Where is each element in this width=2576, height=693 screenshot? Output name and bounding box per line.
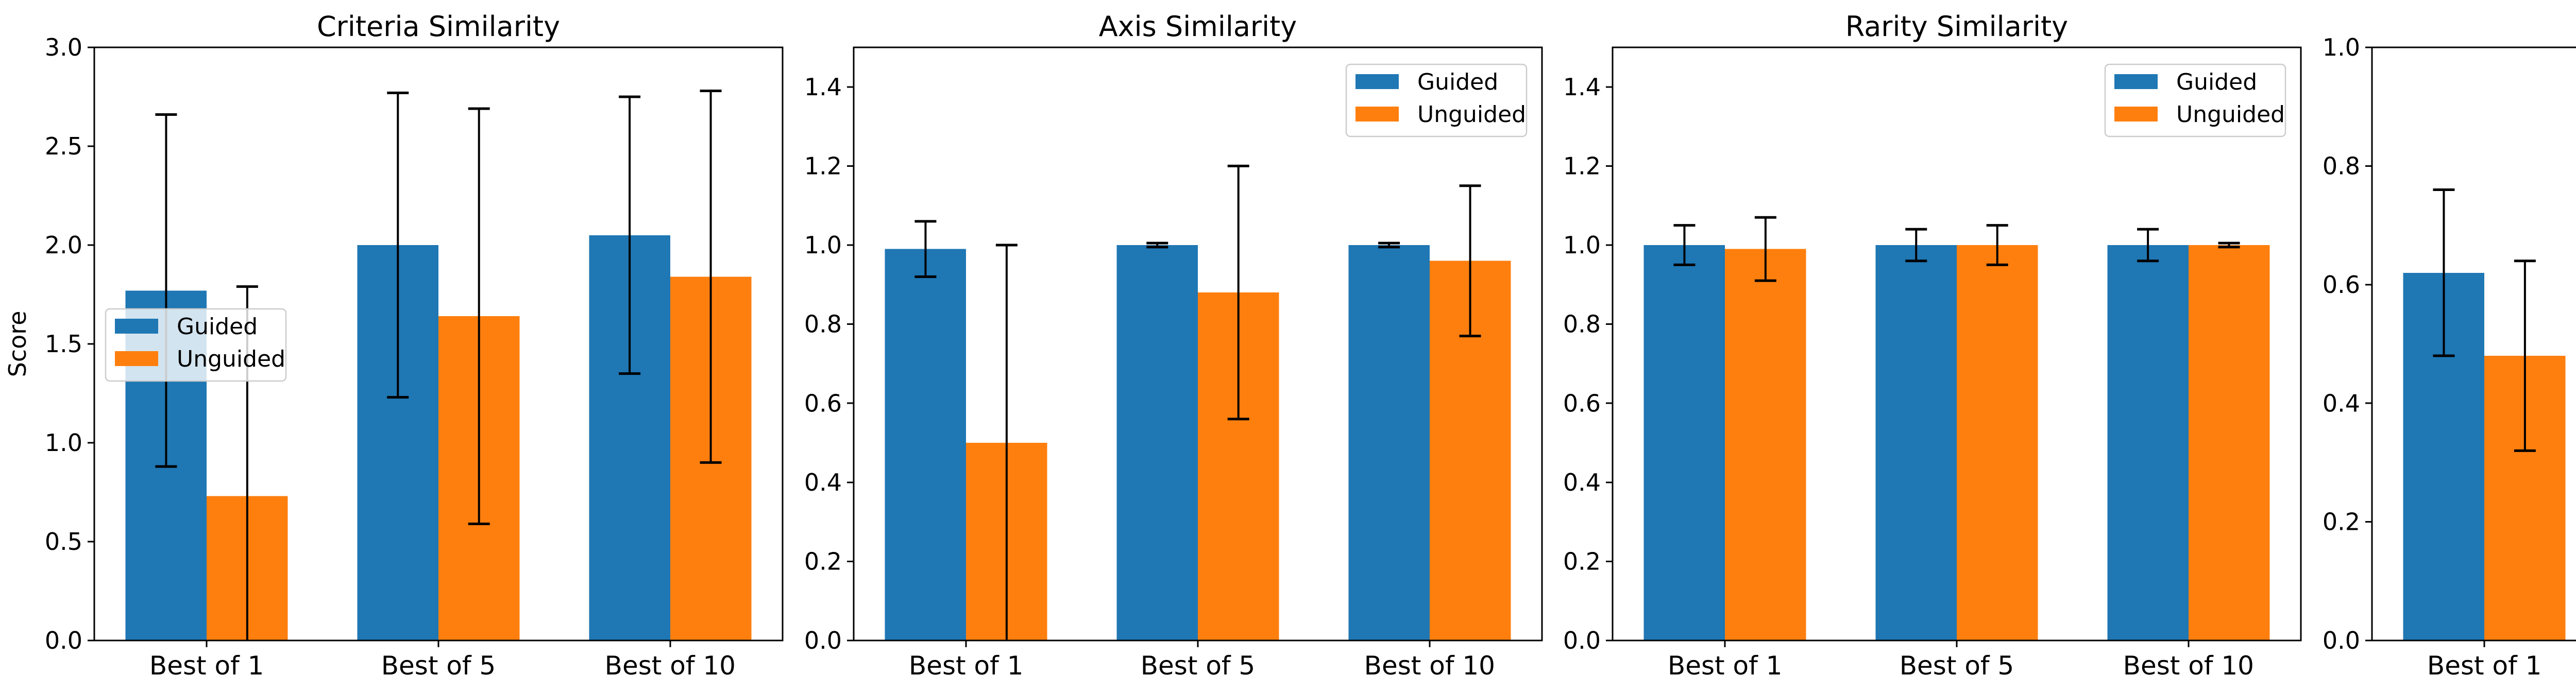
y-tick-label: 1.4: [804, 73, 842, 101]
errorbar-unguided-best-of-1: [2514, 259, 2536, 452]
x-tick-label-best-of-10: Best of 10: [1364, 651, 1495, 681]
legend-label-guided: Guided: [177, 314, 258, 340]
errorbar-guided-best-of-1: [1673, 224, 1696, 266]
errorbar-guided-best-of-1: [155, 113, 177, 468]
y-tick-label: 0.4: [2323, 389, 2360, 417]
errorbar-unguided-best-of-1: [995, 244, 1018, 640]
y-tick-label: 0.4: [1563, 469, 1601, 496]
legend-label-unguided: Unguided: [1417, 101, 1526, 128]
panel-title: Axis Similarity: [1099, 10, 1297, 43]
errorbar-unguided-best-of-10: [700, 89, 722, 464]
y-axis-label: Score: [4, 311, 31, 377]
legend-swatch-guided: [2114, 74, 2158, 89]
errorbar-guided-best-of-5: [1905, 228, 1927, 263]
bar-unguided-best-of-10: [2188, 245, 2270, 640]
y-tick-label: 1.0: [804, 231, 842, 259]
y-tick-label: 0.8: [2323, 152, 2360, 180]
legend-label-guided: Guided: [1417, 69, 1498, 95]
panel-title: Criteria Similarity: [317, 10, 560, 43]
y-tick-label: 1.4: [1563, 73, 1601, 101]
errorbar-guided-best-of-5: [387, 91, 409, 399]
errorbar-guided-best-of-5: [1146, 241, 1168, 249]
bar-unguided-best-of-5: [1957, 245, 2038, 640]
x-tick-label-best-of-10: Best of 10: [2123, 651, 2254, 681]
y-tick-label: 1.0: [1563, 231, 1601, 259]
legend: Guided Unguided: [2104, 63, 2286, 137]
bar-guided-best-of-1: [885, 249, 967, 640]
x-tick-label-best-of-1: Best of 1: [909, 651, 1024, 681]
y-tick-label: 1.5: [45, 330, 82, 358]
bar-guided-best-of-10: [2107, 245, 2189, 640]
bar-guided-best-of-5: [1116, 245, 1198, 640]
bar-guided-best-of-10: [1348, 245, 1430, 640]
y-tick-label: 0.5: [45, 528, 82, 556]
panel-axis-similarity: 0.0 0.2 0.4 0.6 0.8 1.0 1.2 1.4 Best of 1 Best of…: [804, 10, 1543, 681]
legend-label-unguided: Unguided: [2176, 101, 2285, 128]
legend-swatch-unguided: [2114, 107, 2158, 122]
panel-rarity-similarity: 0.0 0.2 0.4 0.6 0.8 1.0 1.2 1.4 Best of 1 Best of…: [1563, 10, 2302, 681]
y-tick-label: 1.0: [2323, 33, 2360, 61]
y-tick-label: 0.8: [1563, 310, 1601, 338]
axes-frame: [2371, 46, 2576, 642]
legend-label-guided: Guided: [2176, 69, 2257, 95]
y-tick-label: 0.2: [1563, 548, 1601, 576]
errorbar-guided-best-of-1: [2433, 188, 2455, 357]
y-tick-label: 2.0: [45, 231, 82, 259]
bar-guided-best-of-1: [1643, 245, 1725, 640]
y-tick-label: 0.2: [2323, 508, 2360, 536]
y-tick-label: 3.0: [45, 33, 82, 61]
y-tick-label: 1.0: [45, 429, 82, 457]
errorbar-unguided-best-of-5: [1227, 164, 1249, 421]
y-tick-label: 0.6: [1563, 389, 1601, 417]
legend-label-unguided: Unguided: [177, 346, 285, 372]
x-tick-label-best-of-5: Best of 5: [1900, 651, 2014, 681]
errorbar-guided-best-of-10: [619, 95, 641, 375]
legend-swatch-unguided: [115, 351, 158, 366]
x-tick-label-best-of-10: Best of 10: [605, 651, 736, 681]
y-tick-label: 2.5: [45, 132, 82, 160]
x-tick-label-best-of-1: Best of 1: [149, 651, 264, 681]
errorbar-unguided-best-of-10: [2218, 241, 2240, 249]
y-tick-label: 0.6: [2323, 271, 2360, 299]
y-tick-label: 0.0: [45, 627, 82, 654]
legend: Guided Unguided: [105, 308, 287, 382]
y-tick-label: 1.2: [1563, 152, 1601, 180]
errorbar-unguided-best-of-10: [1459, 184, 1481, 338]
legend: Guided Unguided: [1345, 63, 1528, 137]
y-tick-label: 0.2: [804, 548, 842, 576]
y-tick-label: 0.4: [804, 469, 842, 496]
legend-swatch-unguided: [1355, 107, 1399, 122]
y-tick-label: 0.6: [804, 389, 842, 417]
errorbar-guided-best-of-10: [1378, 241, 1400, 249]
x-tick-label-best-of-5: Best of 5: [381, 651, 496, 681]
x-tick-label-best-of-1: Best of 1: [2427, 651, 2542, 681]
errorbar-unguided-best-of-1: [1754, 216, 1776, 282]
legend-swatch-guided: [1355, 74, 1399, 89]
y-tick-label: 0.8: [804, 310, 842, 338]
errorbar-unguided-best-of-5: [1986, 224, 2008, 266]
y-tick-label: 0.0: [1563, 627, 1601, 654]
x-tick-label-best-of-5: Best of 5: [1141, 651, 1256, 681]
legend-swatch-guided: [115, 319, 158, 334]
x-tick-label-best-of-1: Best of 1: [1668, 651, 1783, 681]
bar-guided-best-of-5: [1875, 245, 1957, 640]
panel-title: Rarity Similarity: [1845, 10, 2068, 43]
bar-unguided-best-of-1: [1725, 249, 1806, 640]
errorbar-guided-best-of-1: [914, 220, 937, 278]
errorbar-guided-best-of-10: [2137, 228, 2159, 263]
y-tick-label: 0.0: [804, 627, 842, 654]
errorbar-unguided-best-of-5: [468, 107, 490, 525]
panel-criteria-similarity: 0.0 0.5 1.0 1.5 2.0 2.5 3.0 Best of 1 Best of 5 B…: [4, 10, 784, 681]
y-tick-label: 1.2: [804, 152, 842, 180]
y-tick-label: 0.0: [2323, 627, 2360, 654]
